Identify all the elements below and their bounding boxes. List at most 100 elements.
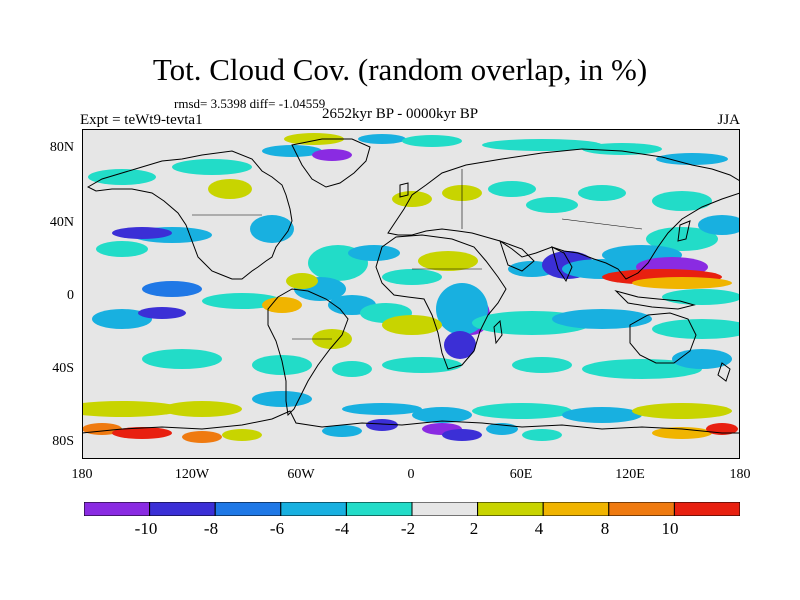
y-tick-40n: 40N [49, 215, 74, 230]
anomaly-region [252, 355, 312, 375]
anomaly-region [526, 197, 578, 213]
colorbar-swatch [411, 502, 479, 516]
anomaly-region [418, 251, 478, 271]
coastlines [82, 138, 740, 434]
anomaly-region [208, 179, 252, 199]
anomaly-region [698, 215, 740, 235]
anomaly-region [92, 309, 152, 329]
period-label: 2652kyr BP - 0000kyr BP [322, 106, 479, 122]
anomaly-region [672, 349, 732, 369]
cloud-cover-map [82, 129, 740, 459]
anomaly-region [162, 401, 242, 417]
colorbar-swatch [608, 502, 675, 516]
colorbar-label: 2 [469, 519, 479, 538]
anomaly-region [112, 227, 172, 239]
anomaly-region [472, 403, 572, 419]
colorbar-swatch [84, 502, 151, 516]
map-frame [82, 129, 740, 459]
anomaly-region [88, 169, 156, 185]
anomaly-region [312, 149, 352, 161]
anomaly-region [646, 227, 718, 251]
x-tick-180w: 180 [71, 467, 93, 482]
anomaly-region [182, 431, 222, 443]
anomaly-region [222, 429, 262, 441]
new-zealand-coast [717, 362, 731, 382]
anomaly-region [482, 139, 602, 151]
madagascar-coast [493, 319, 503, 345]
colorbar-label: 8 [600, 519, 610, 538]
anomaly-region [332, 361, 372, 377]
north-america-coast [86, 150, 293, 280]
colorbar-label: -2 [400, 519, 416, 538]
colorbar-label: -4 [334, 519, 350, 538]
border-china [561, 218, 643, 230]
anomaly-region [322, 425, 362, 437]
india-coast [551, 246, 573, 283]
anomaly-region [552, 309, 652, 329]
anomaly-region [142, 349, 222, 369]
anomaly-region [342, 403, 422, 415]
colorbar-swatch [214, 502, 282, 516]
colorbar-swatch [280, 502, 347, 516]
anomaly-region [96, 241, 148, 257]
anomaly-region [578, 185, 626, 201]
australia-coast [629, 312, 697, 364]
anomaly-region [82, 401, 182, 417]
anomaly-region [284, 133, 344, 145]
anomaly-region [348, 245, 400, 261]
anomaly-region [382, 269, 442, 285]
map-title: Tot. Cloud Cov. (random overlap, in %) [152, 52, 648, 87]
colorbar-swatch [542, 502, 610, 516]
colorbar [84, 502, 740, 516]
x-tick-60w: 60W [287, 467, 315, 482]
anomaly-region [412, 407, 472, 423]
anomaly-region [402, 135, 462, 147]
anomaly-region [652, 319, 740, 339]
season-label: JJA [717, 112, 740, 128]
anomaly-region [512, 357, 572, 373]
anomaly-region [632, 403, 732, 419]
x-tick-180e: 180 [729, 467, 751, 482]
anomaly-region [366, 419, 398, 431]
indonesia-coast [614, 290, 696, 310]
anomaly-region [582, 143, 662, 155]
anomaly-region [582, 359, 702, 379]
anomaly-region [392, 191, 432, 207]
y-tick-80s: 80S [52, 434, 74, 449]
map-panel [82, 129, 740, 459]
arabia-coast [499, 240, 535, 272]
anomaly-region [562, 407, 642, 423]
uk-coast [399, 182, 409, 198]
japan-coast [677, 220, 691, 242]
anomaly-region [652, 191, 712, 211]
antarctica-coast [82, 410, 740, 434]
x-tick-120e: 120E [615, 467, 645, 482]
colorbar-label: -8 [203, 519, 219, 538]
x-tick-120w: 120W [174, 467, 210, 482]
colorbar-swatch [345, 502, 413, 516]
colorbar-label: -6 [269, 519, 285, 538]
anomaly-region [286, 273, 318, 289]
anomaly-region [382, 315, 442, 335]
colorbar-label: -10 [134, 519, 158, 538]
anomaly-region [488, 181, 536, 197]
x-tick-60e: 60E [509, 467, 533, 482]
colorbar-label: 10 [661, 519, 679, 538]
anomaly-region [250, 215, 294, 243]
anomaly-region [172, 159, 252, 175]
x-tick-0: 0 [407, 467, 415, 482]
y-tick-80n: 80N [49, 140, 74, 155]
anomaly-region [656, 153, 728, 165]
eurasia-coast [387, 148, 740, 280]
anomaly-region [112, 427, 172, 439]
anomaly-region [632, 277, 732, 289]
y-tick-eq: 0 [67, 288, 74, 303]
experiment-label: Expt = teWt9-tevta1 [80, 112, 203, 128]
colorbar-swatch [149, 502, 216, 516]
colorbar-label: 4 [534, 519, 544, 538]
greenland-coast [291, 138, 371, 188]
anomaly-region [662, 289, 740, 305]
y-tick-40s: 40S [52, 361, 74, 376]
anomaly-region [442, 429, 482, 441]
colorbar-swatch [673, 502, 740, 516]
